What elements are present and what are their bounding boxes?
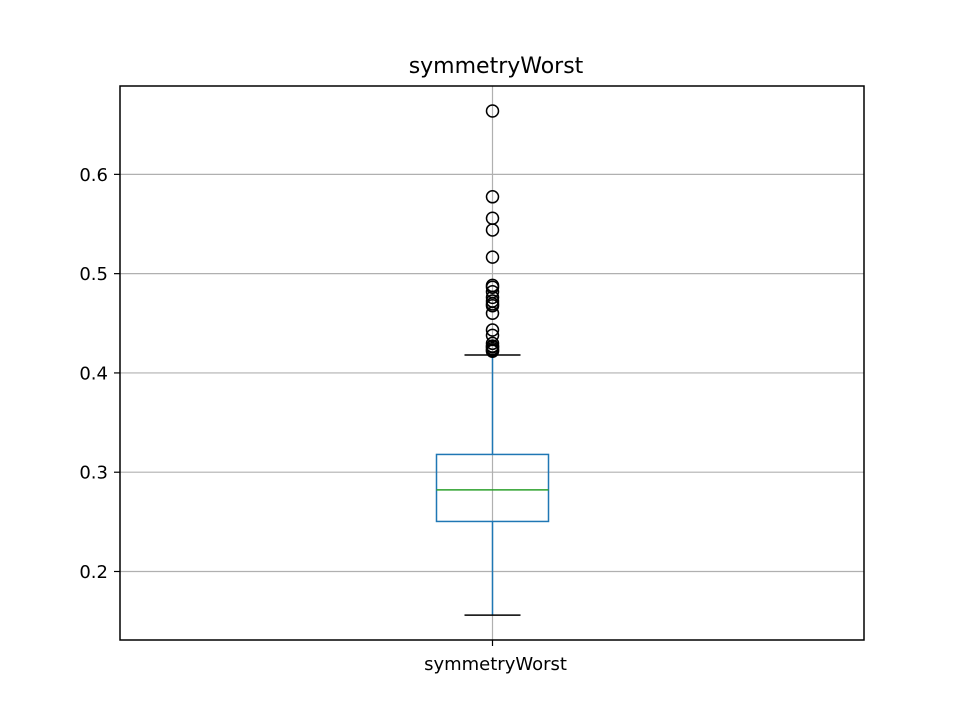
outlier-point (485, 190, 500, 204)
outlier-point (485, 280, 500, 294)
outlier-point (485, 223, 500, 237)
y-tick-label: 0.3 (79, 463, 108, 484)
interquartile-box (435, 453, 550, 523)
outlier-point (485, 250, 500, 264)
outlier-point (485, 298, 500, 313)
y-tick-label: 0.4 (79, 363, 108, 384)
x-tick-label: symmetryWorst (424, 654, 567, 675)
chart-title: symmetryWorst (409, 54, 584, 79)
axis-ticks: 0.2 0.3 0.4 0.5 0.6 symmetryWorst (79, 165, 567, 675)
outlier-point (485, 323, 500, 337)
box-plot-group (435, 104, 550, 616)
outlier-point (485, 104, 500, 118)
y-tick-label: 0.2 (79, 562, 108, 583)
y-tick-label: 0.6 (79, 165, 108, 186)
outlier-point (485, 306, 500, 321)
outlier-point (485, 344, 500, 359)
outlier-point (485, 290, 500, 305)
y-tick-label: 0.5 (79, 264, 108, 285)
